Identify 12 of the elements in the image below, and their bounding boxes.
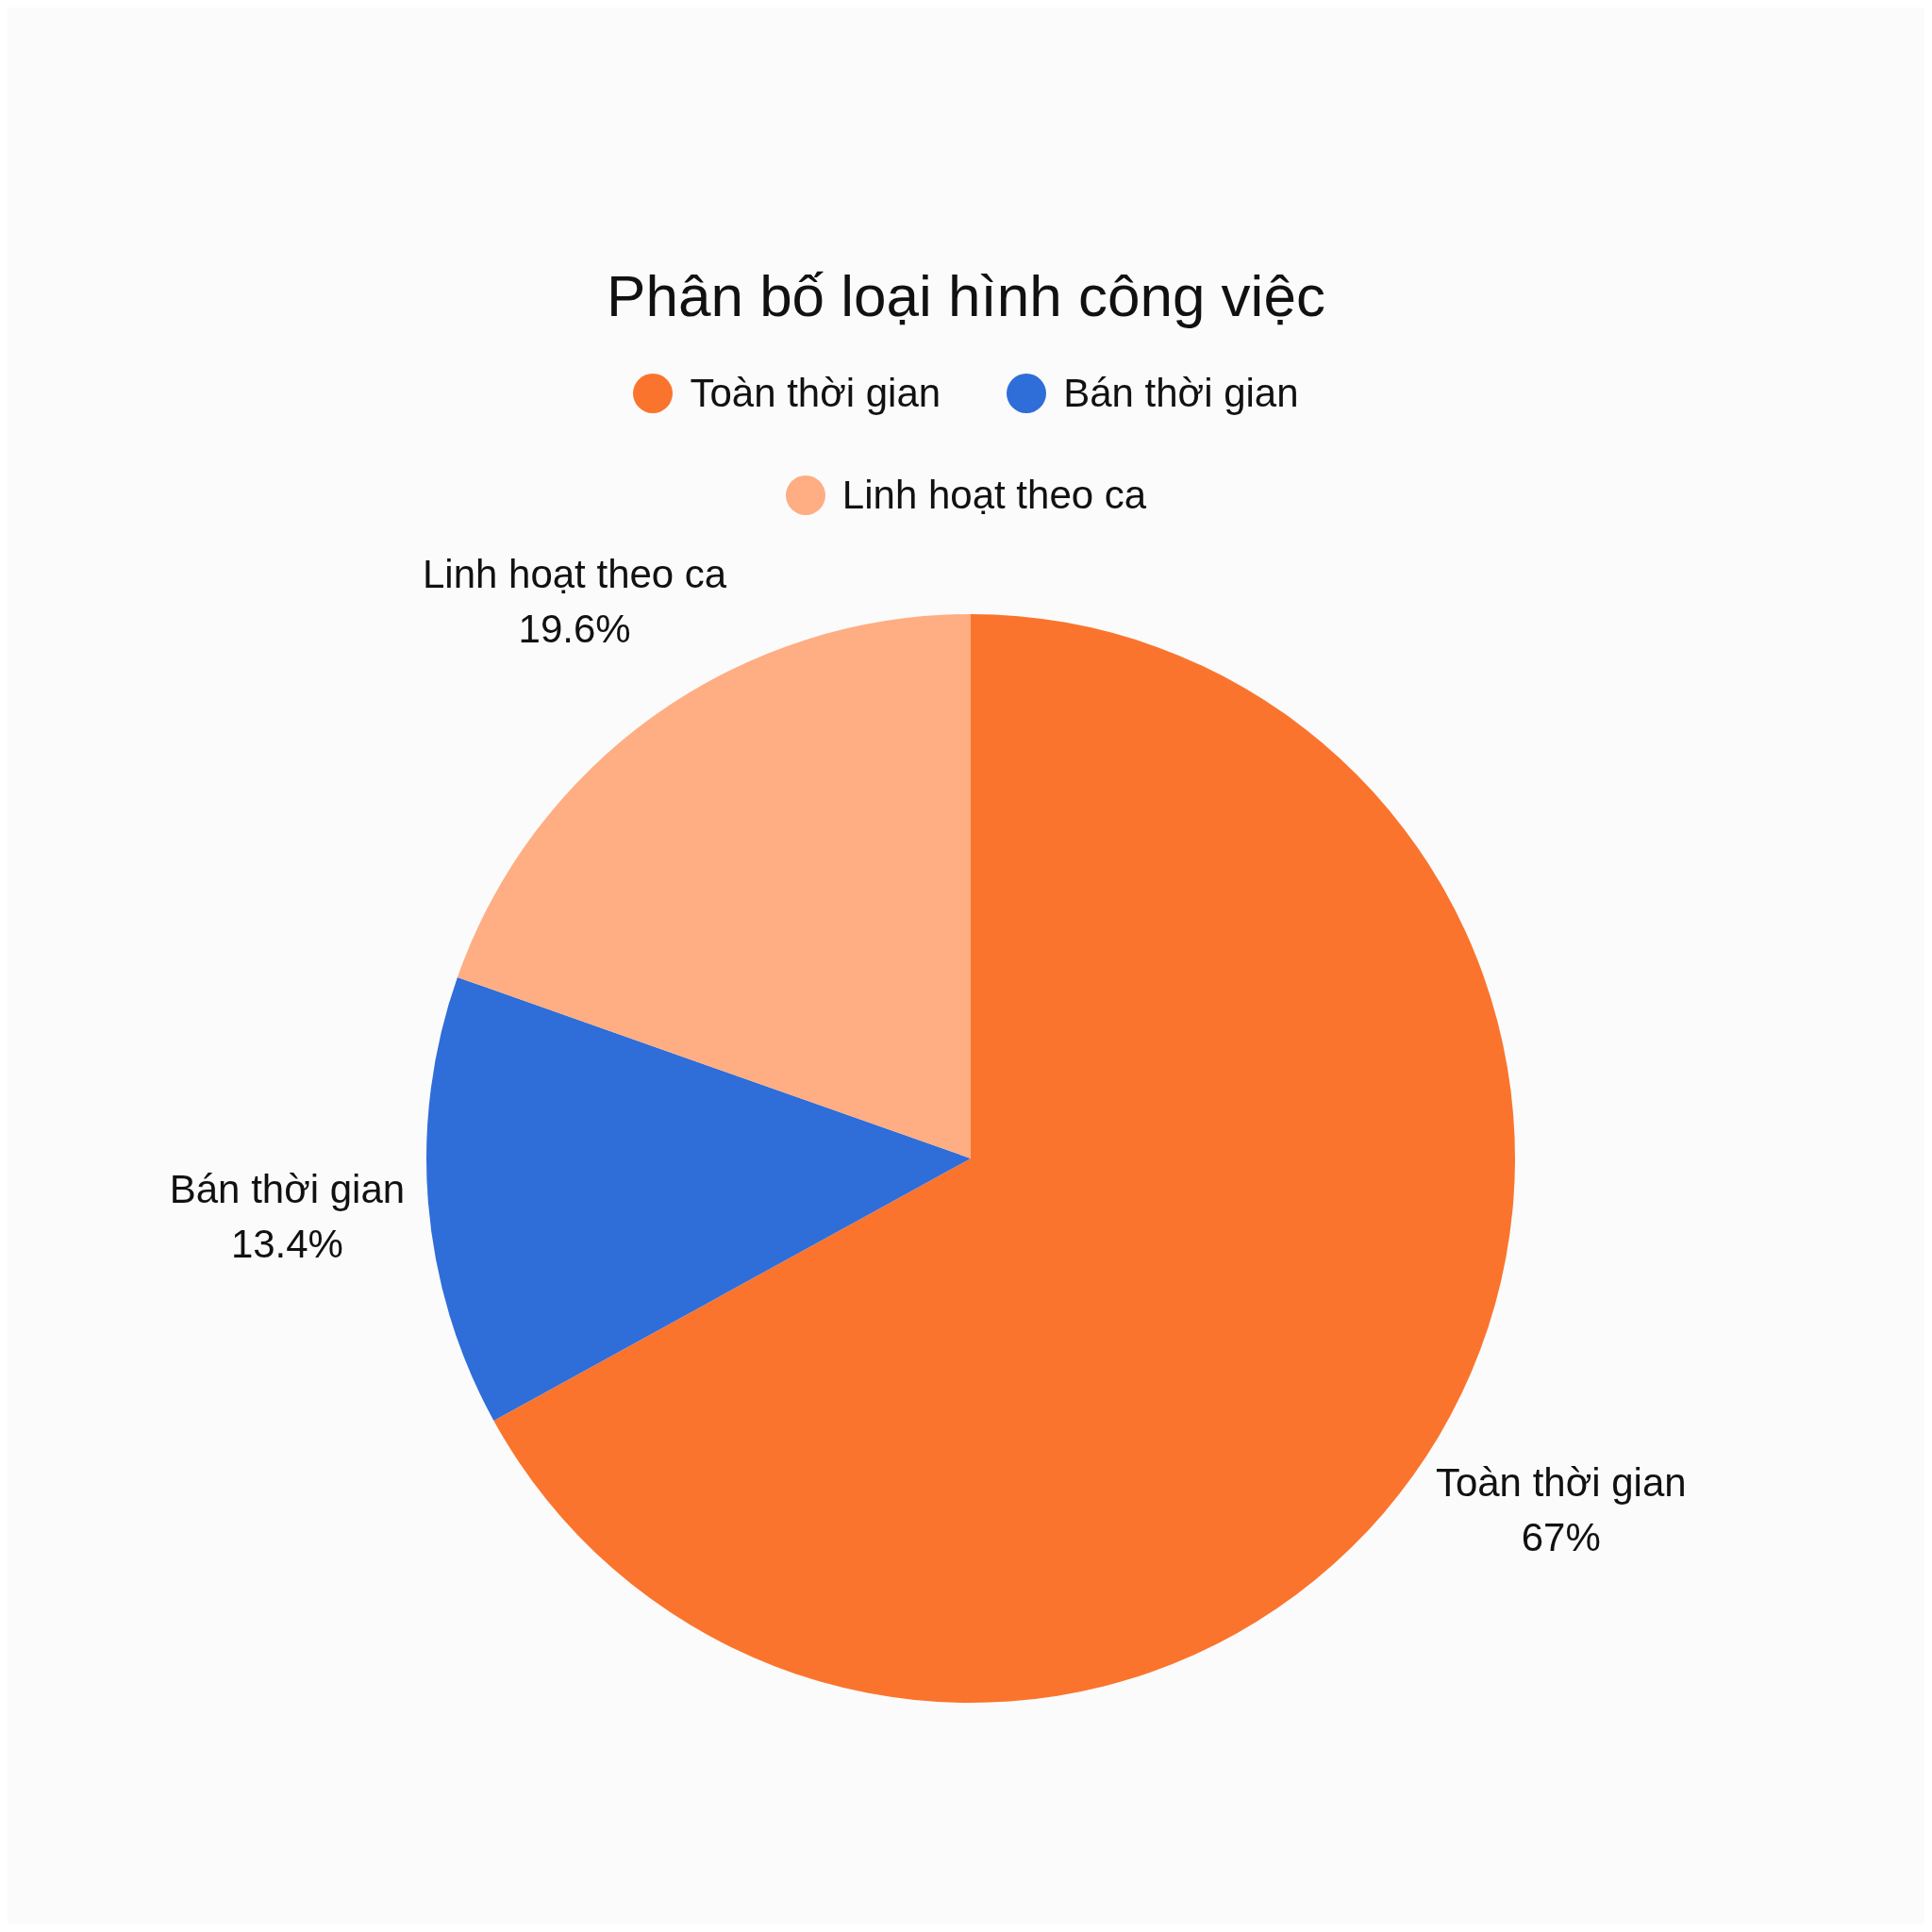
legend-label: Toàn thời gian: [690, 371, 941, 416]
data-label: 19.6%: [518, 606, 631, 651]
slice-label: Toàn thời gian: [1435, 1460, 1687, 1506]
chart-title: Phân bố loại hình công việc: [606, 262, 1326, 329]
pie-slice: [426, 976, 971, 1421]
data-label: 67%: [1521, 1515, 1601, 1560]
slice-label: Bán thời gian: [169, 1167, 406, 1212]
legend-label: Bán thời gian: [1063, 371, 1299, 416]
legend-label: Linh hoạt theo ca: [841, 473, 1147, 518]
slice-label: Linh hoạt theo ca: [422, 551, 727, 596]
data-label: 13.4%: [230, 1222, 343, 1267]
pie-slice: [457, 614, 971, 1158]
